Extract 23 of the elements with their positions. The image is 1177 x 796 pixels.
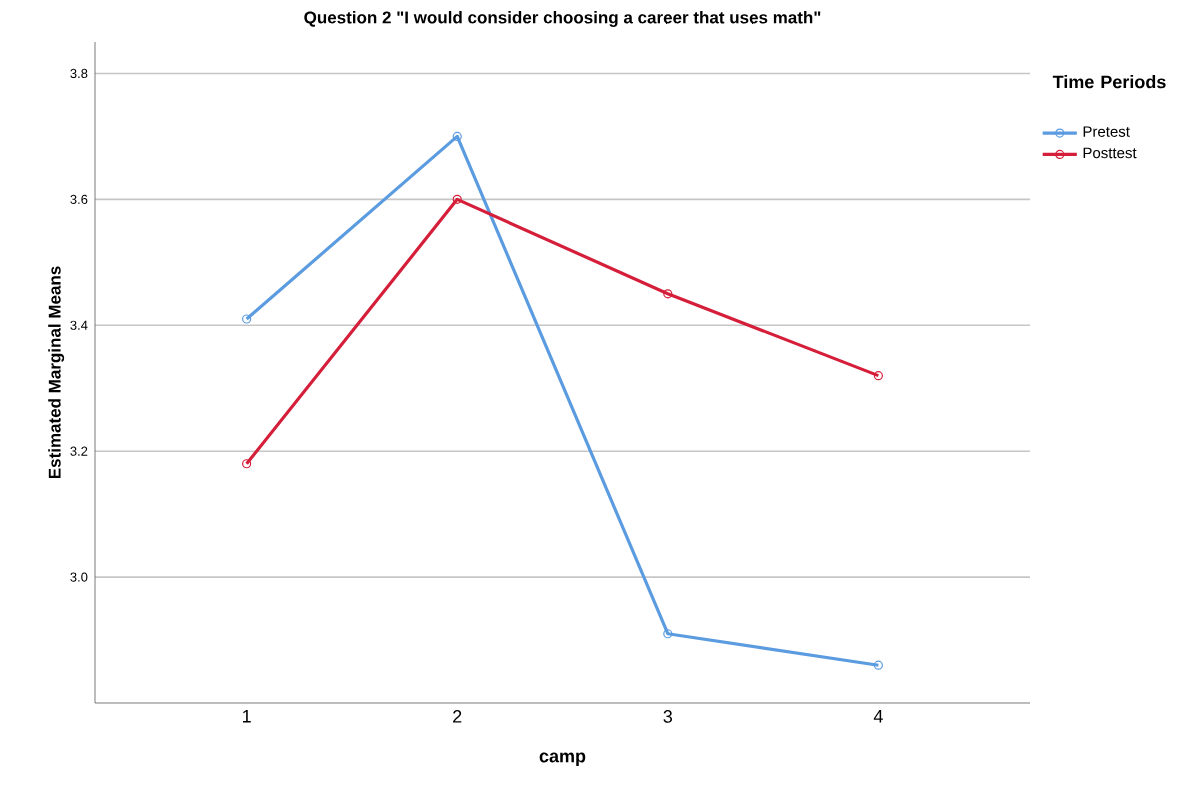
legend-title: Time Periods <box>1052 75 1166 89</box>
legend-label: Pretest <box>1083 126 1130 137</box>
point <box>663 289 673 299</box>
point <box>873 660 883 670</box>
x-tick-label: 2 <box>453 710 462 723</box>
point <box>873 371 883 381</box>
y-tick-label: 3.0 <box>70 572 88 582</box>
point <box>242 459 252 469</box>
x-axis-title: camp <box>539 752 586 766</box>
legend-label: Posttest <box>1083 147 1137 159</box>
point <box>663 629 673 639</box>
y-tick-label: 3.2 <box>70 446 88 456</box>
y-tick-label: 3.6 <box>70 194 88 204</box>
x-tick-label: 1 <box>243 710 251 723</box>
point <box>452 131 462 142</box>
y-axis-title: Estimated Marginal Means <box>48 266 65 479</box>
x-tick-label: 3 <box>663 710 673 723</box>
point <box>452 194 462 204</box>
point <box>242 314 252 324</box>
x-tick-label: 4 <box>873 710 883 723</box>
y-tick-label: 3.4 <box>70 320 88 330</box>
chart-title: Question 2 "I would consider choosing a career that uses math" <box>304 10 821 27</box>
y-tick-label: 3.8 <box>70 68 88 79</box>
